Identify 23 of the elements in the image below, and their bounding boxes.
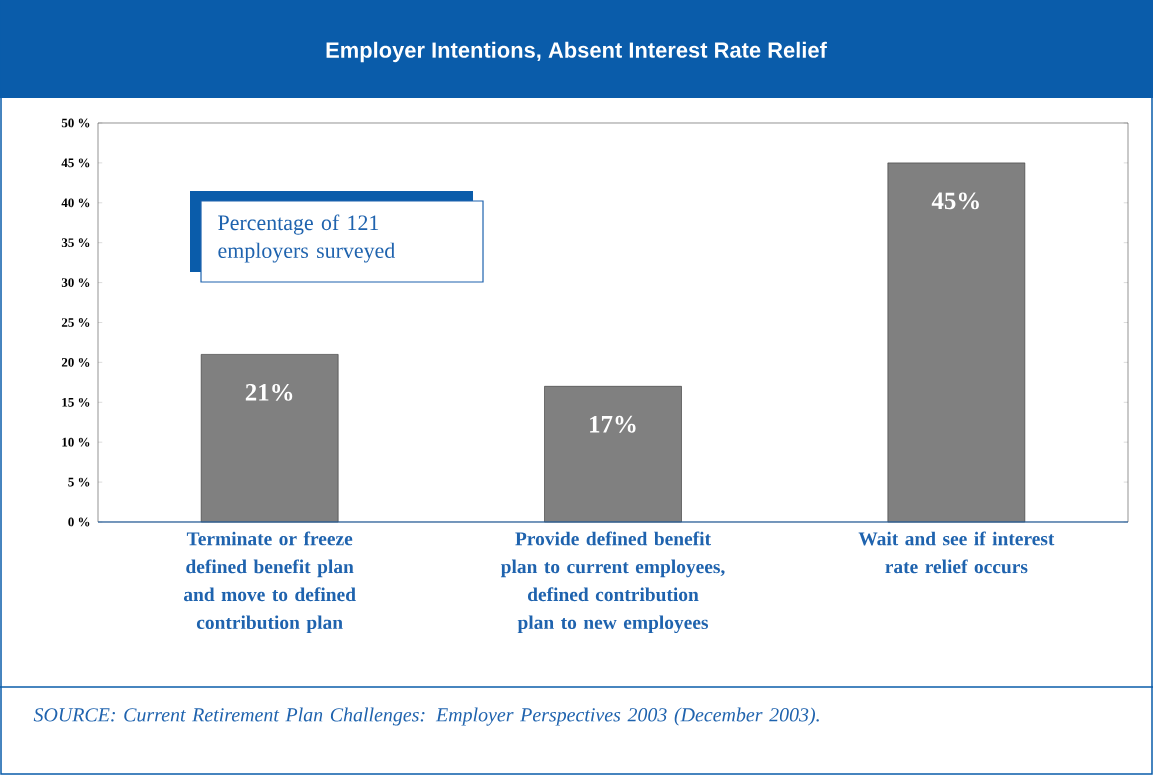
y-tick-label: 10 % [62,437,90,447]
y-tick-label: 45 % [61,158,90,168]
y-tick-label: 0 % [68,517,90,527]
y-tick-label: 50 % [61,118,90,128]
bar [544,386,682,523]
data-label: 45% [931,192,979,210]
y-tick-label: 40 % [61,198,90,208]
y-tick-label: 25 % [61,318,90,327]
x-tick-label: Provide defined benefit plan to current employees, defined contribution plan to new employees [500,531,725,634]
y-tick-label: 5 % [68,477,90,487]
x-tick-label: Terminate or freeze defined benefit plan and move to defined contribution plan [183,531,356,634]
y-tick-label: 30 % [61,278,90,287]
x-tick-label: Wait and see if interest rate relief occurs [858,531,1055,574]
data-label: 17% [590,415,636,433]
bar [887,162,1026,523]
y-tick-label: 15 % [62,397,90,407]
chart-title: Employer Intentions, Absent Interest Rate Relief [326,41,827,63]
y-tick-label: 35 % [61,238,90,248]
data-label: 21% [245,383,293,401]
y-tick-label: 20 % [61,358,90,367]
source-note: SOURCE: Current Retirement Plan Challenges: Employer Perspectives 2003 (December 2003). [33,707,819,726]
annotation: Percentage of 121 employers surveyed [218,214,395,263]
bar [200,354,339,523]
